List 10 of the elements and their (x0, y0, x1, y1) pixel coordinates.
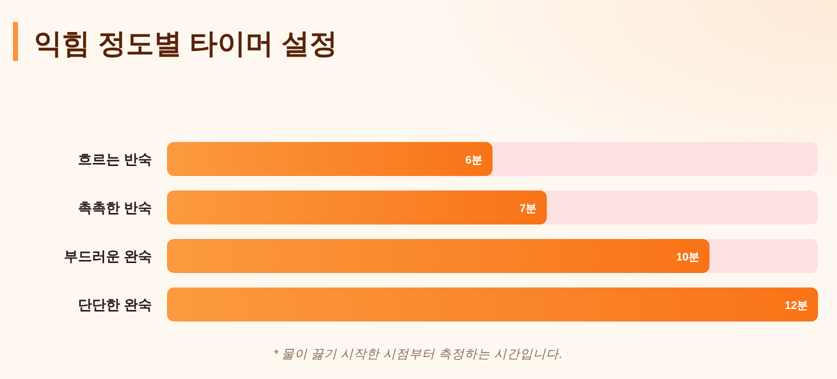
data-label: 12분 (784, 300, 808, 312)
y-tick-label: 촉촉한 반숙 (78, 200, 152, 216)
data-label: 7분 (520, 203, 537, 215)
data-label: 6분 (465, 154, 482, 166)
data-label: 10분 (676, 252, 700, 264)
y-tick-label: 단단한 완숙 (78, 296, 152, 312)
y-tick-label: 부드러운 완숙 (64, 248, 152, 264)
y-tick-label: 흐르는 반숙 (78, 151, 152, 167)
text: * 물이 끓기 시작한 시점부터 측정하는 시간입니다. (273, 347, 563, 361)
chart-title: 익힘 정도별 타이머 설정 (34, 28, 338, 59)
